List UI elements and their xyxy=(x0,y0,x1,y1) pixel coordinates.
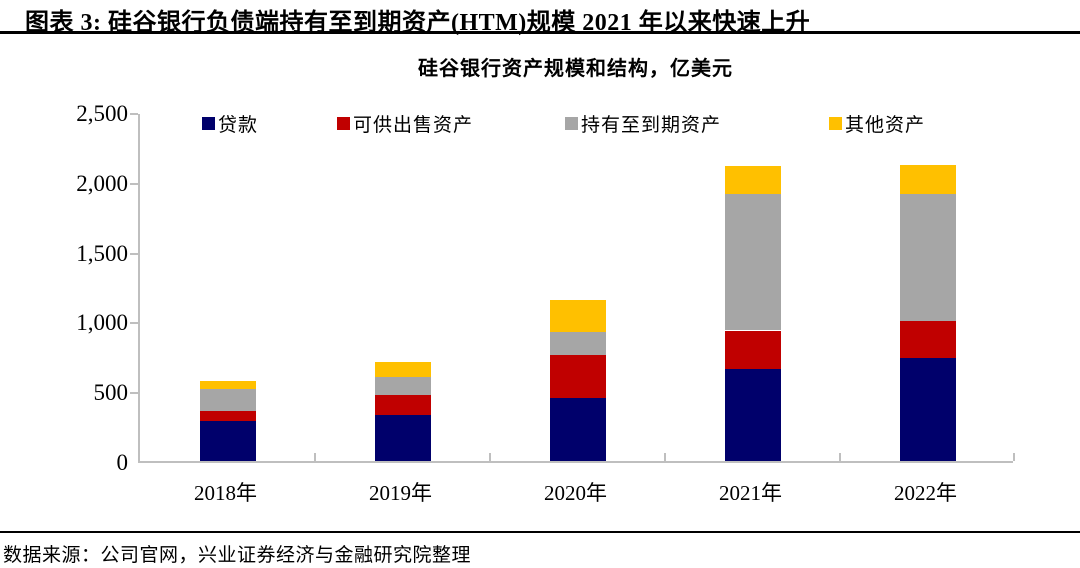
x-tick-label: 2019年 xyxy=(369,481,432,505)
bar-segment-2021年-可供出售资产 xyxy=(724,330,781,369)
y-tick-label: 2,000 xyxy=(76,170,128,196)
chart-subtitle: 硅谷银行资产规模和结构，亿美元 xyxy=(418,58,733,80)
bar-segment-2019年-其他资产 xyxy=(374,361,431,377)
bar-segment-2021年-持有至到期资产 xyxy=(724,193,781,331)
bar-segment-2022年-可供出售资产 xyxy=(899,321,956,359)
bar-segment-2018年-其他资产 xyxy=(199,381,256,390)
legend-item-其他资产: 其他资产 xyxy=(829,110,925,136)
y-axis-tick xyxy=(130,182,138,185)
x-axis: 2018年 2019年 2020年 2021年 2022年 xyxy=(138,477,1013,507)
x-axis-tick xyxy=(489,453,491,461)
y-tick-label: 500 xyxy=(93,380,129,406)
legend-swatch-icon xyxy=(337,117,350,130)
y-axis-tick xyxy=(130,322,138,325)
x-axis-tick xyxy=(664,453,666,461)
legend-label: 可供出售资产 xyxy=(353,115,474,136)
bar-segment-2022年-贷款 xyxy=(899,358,956,461)
bar-segment-2020年-持有至到期资产 xyxy=(549,331,606,355)
y-tick-label: 2,500 xyxy=(76,101,128,126)
bar-segment-2022年-其他资产 xyxy=(899,165,956,195)
stacked-bar-chart: 硅谷银行资产规模和结构，亿美元 0 500 1,000 1,500 2,000 2,500… xyxy=(0,58,1015,507)
bar-segment-2019年-持有至到期资产 xyxy=(374,376,431,396)
bar-segment-2020年-可供出售资产 xyxy=(549,354,606,399)
bar-segment-2018年-持有至到期资产 xyxy=(199,389,256,411)
footer-divider-rule xyxy=(0,531,1080,533)
legend-item-持有至到期资产: 持有至到期资产 xyxy=(565,110,721,136)
y-axis-tick xyxy=(130,113,138,115)
bar-segment-2020年-其他资产 xyxy=(549,299,606,332)
x-tick-label: 2018年 xyxy=(194,481,257,505)
legend-swatch-icon xyxy=(829,117,842,130)
x-tick-label: 2021年 xyxy=(719,481,782,505)
y-tick-label: 1,500 xyxy=(76,240,128,266)
x-tick-label: 2022年 xyxy=(894,481,957,505)
legend-label: 贷款 xyxy=(218,115,259,136)
bar-segment-2018年-贷款 xyxy=(199,421,256,461)
data-source-note: 数据来源：公司官网，兴业证券经济与金融研究院整理 xyxy=(3,545,472,566)
y-tick-label: 0 xyxy=(116,450,129,475)
legend-label: 其他资产 xyxy=(845,115,926,136)
bar-segment-2021年-贷款 xyxy=(724,368,781,461)
y-axis-tick xyxy=(130,392,138,395)
bar-segment-2021年-其他资产 xyxy=(724,165,781,194)
bar-segment-2018年-可供出售资产 xyxy=(199,410,256,422)
y-tick-label: 1,000 xyxy=(76,310,128,336)
legend-label: 持有至到期资产 xyxy=(581,115,722,136)
x-axis-tick xyxy=(314,453,316,461)
bar-segment-2019年-贷款 xyxy=(374,414,431,461)
x-axis-tick xyxy=(839,453,841,461)
legend-swatch-icon xyxy=(565,117,578,130)
bar-segment-2019年-可供出售资产 xyxy=(374,395,431,415)
x-axis-tick xyxy=(1013,453,1015,461)
bar-segment-2022年-持有至到期资产 xyxy=(899,194,956,322)
bar-segment-2020年-贷款 xyxy=(549,398,606,461)
plot-area xyxy=(130,113,1015,463)
x-tick-label: 2020年 xyxy=(544,481,607,505)
legend-swatch-icon xyxy=(202,117,215,130)
legend-item-可供出售资产: 可供出售资产 xyxy=(337,110,473,136)
legend-item-贷款: 贷款 xyxy=(202,110,258,136)
y-axis-tick xyxy=(130,252,138,255)
y-axis: 0 500 1,000 1,500 2,000 2,500 xyxy=(0,101,129,475)
title-divider-rule xyxy=(0,31,1080,34)
